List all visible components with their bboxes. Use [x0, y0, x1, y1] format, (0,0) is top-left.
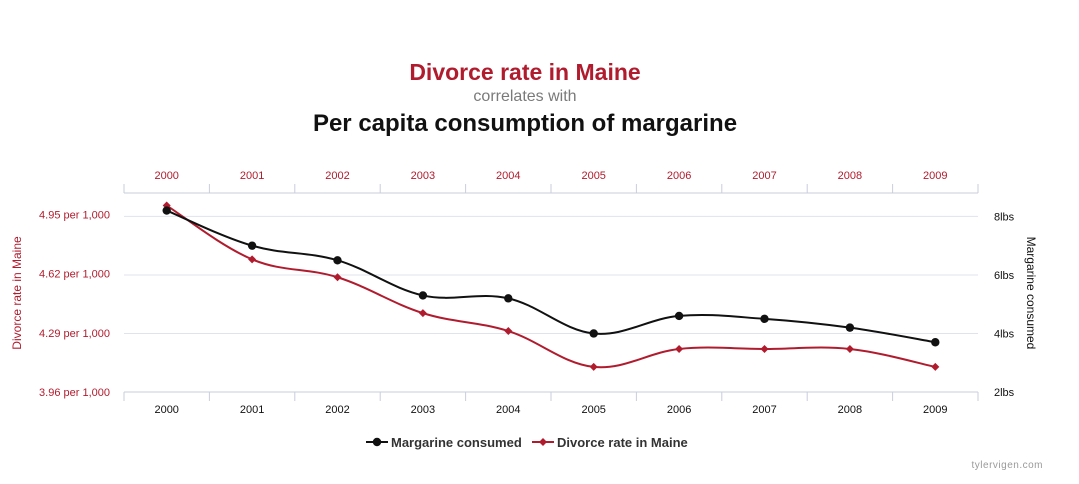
divorce-rate-point: [418, 309, 427, 318]
top-year-label: 2008: [838, 170, 862, 182]
margarine-line: [166, 209, 936, 344]
divorce-rate-point: [248, 255, 257, 264]
bottom-year-label: 2008: [838, 404, 862, 416]
divorce-rate-point: [845, 344, 854, 353]
margarine-point: [247, 241, 257, 250]
right-tick-label: 8lbs: [994, 211, 1015, 223]
top-year-label: 2005: [581, 170, 605, 182]
series: [162, 201, 940, 371]
left-axis-label: Divorce rate in Maine: [10, 236, 24, 350]
legend-label-divorce: Divorce rate in Maine: [557, 435, 688, 450]
chart-connector: correlates with: [473, 88, 576, 105]
right-tick-label: 6lbs: [994, 270, 1015, 282]
bottom-year-label: 2009: [923, 404, 947, 416]
divorce-rate-point: [675, 344, 684, 353]
margarine-point: [589, 329, 598, 338]
margarine-point: [760, 314, 769, 324]
chart-title: Divorce rate in Maine: [409, 59, 640, 85]
legend-marker-divorce: [539, 438, 547, 446]
bottom-year-label: 2005: [581, 404, 605, 416]
divorce-rate-point: [333, 273, 342, 282]
right-tick-label: 2lbs: [994, 387, 1015, 399]
divorce-rate-point: [504, 327, 513, 336]
top-year-label: 2000: [154, 170, 178, 182]
divorce-rate-point: [589, 362, 598, 371]
right-tick-label: 4lbs: [994, 328, 1015, 340]
right-axis-label: Margarine consumed: [1024, 237, 1038, 350]
bottom-year-label: 2003: [411, 404, 435, 416]
margarine-point: [418, 291, 428, 300]
left-tick-label: 4.62 per 1,000: [39, 269, 110, 281]
left-tick-label: 3.96 per 1,000: [39, 387, 110, 399]
bottom-year-label: 2001: [240, 404, 264, 416]
divorce-rate-line: [166, 204, 936, 369]
margarine-point: [504, 294, 513, 303]
legend: Margarine consumed Divorce rate in Maine: [366, 435, 688, 450]
axes: 2000 2000 2001 2001 2002 2002 2003 2003 2004 2004…: [39, 170, 1015, 416]
source-credit: tylervigen.com: [972, 460, 1043, 471]
divorce-rate-point: [760, 344, 769, 353]
top-year-label: 2002: [325, 170, 349, 182]
chart-subtitle: Per capita consumption of margarine: [313, 110, 737, 137]
top-year-label: 2009: [923, 170, 947, 182]
bottom-year-label: 2007: [752, 404, 776, 416]
bottom-year-label: 2006: [667, 404, 691, 416]
top-year-label: 2004: [496, 170, 520, 182]
margarine-point: [931, 338, 940, 347]
top-year-label: 2003: [411, 170, 435, 182]
top-year-label: 2007: [752, 170, 776, 182]
bottom-year-label: 2002: [325, 404, 349, 416]
margarine-point: [845, 323, 855, 332]
top-year-label: 2001: [240, 170, 264, 182]
left-tick-label: 4.95 per 1,000: [39, 210, 110, 222]
bottom-year-label: 2004: [496, 404, 520, 416]
margarine-point: [162, 206, 171, 215]
margarine-point: [333, 256, 342, 265]
margarine-point: [674, 311, 684, 321]
left-tick-label: 4.29 per 1,000: [39, 328, 110, 340]
top-year-label: 2006: [667, 170, 691, 182]
bottom-year-label: 2000: [154, 404, 178, 416]
legend-marker-margarine: [372, 437, 382, 447]
divorce-rate-point: [931, 362, 940, 371]
legend-label-margarine: Margarine consumed: [391, 435, 522, 450]
